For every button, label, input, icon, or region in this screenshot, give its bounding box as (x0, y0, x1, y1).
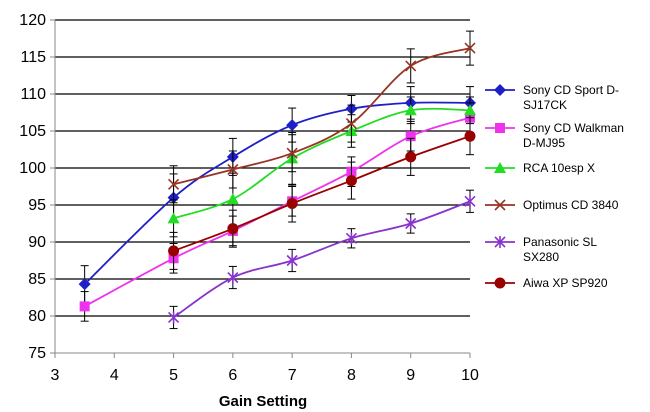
data-point (404, 104, 417, 116)
legend-swatch-marker (494, 277, 506, 289)
legend-swatch-marker (494, 84, 506, 96)
data-point (286, 147, 298, 159)
legend-label: Optimus CD 3840 (523, 198, 619, 212)
legend-swatch-marker (494, 162, 506, 173)
x-tick-label: 9 (406, 367, 415, 384)
data-point (405, 60, 417, 72)
marker-stroke (494, 199, 506, 211)
y-tick-label: 115 (20, 49, 46, 66)
data-point (168, 311, 180, 324)
x-tick-label: 3 (51, 367, 60, 384)
data-point (405, 131, 416, 142)
data-point (345, 232, 357, 245)
data-point (168, 178, 180, 190)
series-1 (78, 86, 476, 304)
data-point (227, 271, 239, 284)
data-point (226, 193, 239, 205)
legend-label: RCA 10esp X (523, 161, 595, 175)
x-axis-title: Gain Setting (219, 393, 307, 410)
legend-label: Sony CD Walkman (523, 121, 624, 135)
legend-label: SX280 (523, 250, 559, 264)
data-point (464, 130, 476, 142)
legend-item-3: RCA 10esp X (485, 161, 595, 175)
data-point (79, 301, 90, 312)
legend-item-6: Aiwa XP SP920 (485, 276, 608, 290)
series-2 (79, 102, 475, 322)
data-point (286, 254, 298, 267)
series-line (173, 107, 471, 220)
legend-label: Panasonic SL (523, 235, 597, 249)
marker-stroke (405, 60, 417, 72)
y-tick-label: 95 (28, 197, 46, 214)
y-tick-label: 120 (19, 12, 46, 29)
x-tick-label: 7 (288, 367, 297, 384)
legend-label: Sony CD Sport D- (523, 83, 619, 97)
data-point (286, 198, 298, 210)
data-point (464, 195, 476, 208)
data-point (286, 119, 299, 132)
marker-stroke (227, 163, 239, 176)
series-line (173, 135, 471, 252)
legend-label: SJ17CK (523, 98, 567, 112)
data-point (78, 278, 91, 291)
series-3 (167, 96, 476, 238)
data-point (345, 175, 357, 187)
y-tick-label: 100 (19, 160, 46, 177)
y-tick-label: 105 (19, 123, 46, 140)
series-line (84, 101, 471, 285)
data-point (168, 245, 180, 257)
legend-swatch-marker (495, 123, 505, 133)
series-6 (168, 117, 476, 270)
data-point (405, 151, 417, 163)
gridlines (55, 19, 470, 354)
data-point (227, 223, 239, 235)
series-group (78, 30, 476, 330)
data-point (345, 118, 357, 130)
x-tick-label: 6 (228, 367, 237, 384)
y-tick-label: 80 (28, 308, 46, 325)
x-tick-label: 5 (169, 367, 178, 384)
legend-item-1: Sony CD Sport D-SJ17CK (485, 83, 619, 112)
legend-label: Aiwa XP SP920 (523, 276, 608, 290)
data-point (227, 163, 239, 176)
data-point (464, 42, 476, 54)
x-tick-label: 8 (347, 367, 356, 384)
series-4 (168, 30, 476, 204)
data-point (167, 212, 180, 224)
data-point (405, 217, 417, 230)
legend-label: D-MJ95 (523, 136, 565, 150)
marker-stroke (168, 178, 180, 190)
data-point (464, 104, 476, 116)
marker-stroke (464, 42, 476, 54)
legend-swatch-marker (494, 236, 506, 248)
series-line (84, 116, 471, 308)
x-tick-label: 4 (110, 367, 119, 384)
y-tick-label: 75 (28, 345, 46, 362)
x-tick-label: 10 (461, 367, 479, 384)
legend-item-4: Optimus CD 3840 (485, 198, 619, 212)
y-tick-label: 110 (20, 86, 46, 103)
legend-swatch-marker (494, 199, 506, 211)
series-line (173, 200, 471, 319)
series-5 (168, 189, 476, 330)
y-tick-label: 85 (28, 271, 46, 288)
marker-stroke (286, 147, 298, 159)
marker-stroke (345, 118, 357, 130)
legend: Sony CD Sport D-SJ17CK Sony CD WalkmanD-M… (485, 83, 624, 290)
axes: 75 80 85 90 95 100 105 110 115 120 3 4 5 6 7 8 9 10 (19, 12, 479, 384)
y-tick-label: 90 (28, 234, 46, 251)
